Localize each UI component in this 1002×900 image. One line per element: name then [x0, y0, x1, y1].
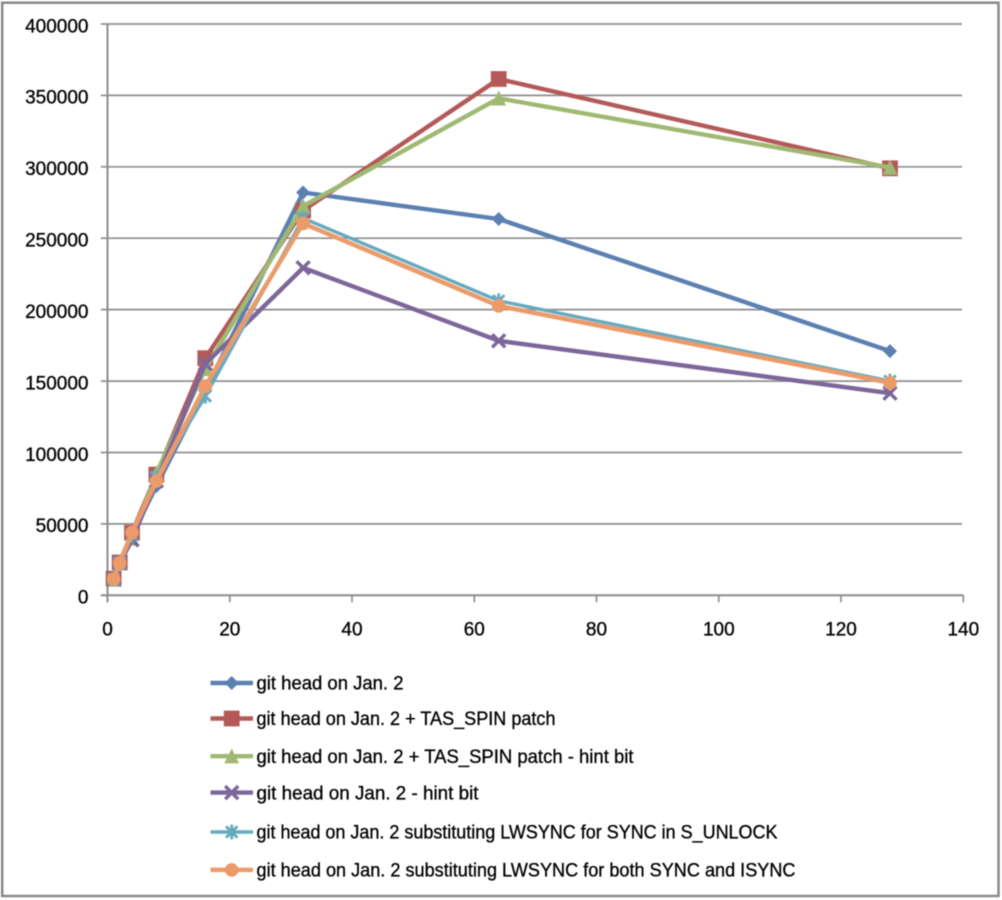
svg-text:80: 80	[586, 620, 607, 641]
svg-text:120: 120	[825, 620, 857, 641]
svg-text:100: 100	[703, 620, 735, 641]
svg-text:50000: 50000	[36, 516, 89, 537]
svg-text:git head on Jan. 2 substitutin: git head on Jan. 2 substituting LWSYNC f…	[257, 861, 796, 882]
svg-text:git head on Jan. 2 + TAS_SPIN: git head on Jan. 2 + TAS_SPIN patch - hi…	[257, 747, 635, 768]
svg-text:150000: 150000	[25, 373, 88, 394]
svg-text:60: 60	[464, 620, 485, 641]
svg-text:400000: 400000	[25, 16, 88, 37]
svg-text:git head on Jan. 2 substitutin: git head on Jan. 2 substituting LWSYNC f…	[257, 823, 778, 844]
svg-text:20: 20	[219, 620, 240, 641]
svg-text:350000: 350000	[25, 88, 88, 109]
svg-text:250000: 250000	[25, 231, 88, 252]
svg-text:0: 0	[102, 620, 113, 641]
svg-text:300000: 300000	[25, 159, 88, 180]
svg-text:140: 140	[947, 620, 979, 641]
svg-text:100000: 100000	[25, 445, 88, 466]
svg-text:git head on Jan. 2: git head on Jan. 2	[257, 674, 404, 695]
svg-text:git head on Jan. 2 - hint bit: git head on Jan. 2 - hint bit	[257, 783, 480, 804]
svg-text:200000: 200000	[25, 302, 88, 323]
svg-text:0: 0	[78, 588, 89, 609]
svg-text:git head on Jan. 2 + TAS_SPIN: git head on Jan. 2 + TAS_SPIN patch	[257, 709, 556, 730]
svg-text:40: 40	[341, 620, 362, 641]
